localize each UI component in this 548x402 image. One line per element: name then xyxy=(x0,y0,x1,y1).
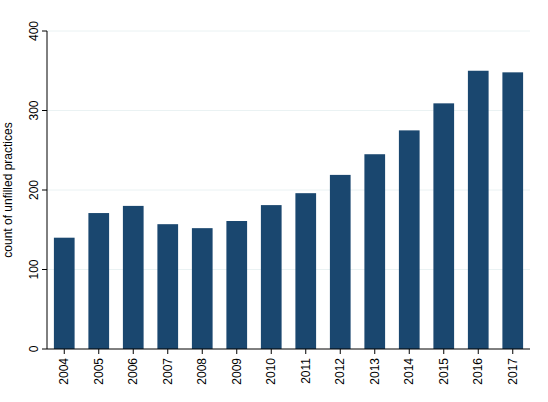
bar xyxy=(468,71,489,349)
x-tick xyxy=(167,349,168,354)
bar xyxy=(261,205,282,349)
x-tick-label: 2006 xyxy=(126,358,140,385)
x-tick-label: 2008 xyxy=(195,358,209,385)
x-tick xyxy=(271,349,272,354)
bar xyxy=(123,206,144,349)
y-tick xyxy=(42,269,47,270)
x-tick xyxy=(478,349,479,354)
bar xyxy=(157,224,178,349)
x-tick-label: 2012 xyxy=(333,358,347,385)
x-tick xyxy=(305,349,306,354)
bar xyxy=(192,228,213,349)
bar xyxy=(295,193,316,349)
x-tick-label: 2014 xyxy=(402,358,416,385)
x-tick xyxy=(443,349,444,354)
x-tick xyxy=(340,349,341,354)
x-tick-label: 2017 xyxy=(506,358,520,385)
y-tick-label: 0 xyxy=(27,345,41,352)
y-tick-label: 100 xyxy=(27,259,41,279)
y-tick xyxy=(42,110,47,111)
x-tick-label: 2004 xyxy=(57,358,71,385)
x-tick-label: 2005 xyxy=(92,358,106,385)
x-tick xyxy=(133,349,134,354)
x-tick xyxy=(409,349,410,354)
x-tick xyxy=(374,349,375,354)
y-tick-label: 400 xyxy=(27,21,41,41)
x-tick xyxy=(236,349,237,354)
x-tick-label: 2013 xyxy=(368,358,382,385)
bar xyxy=(88,213,109,349)
grid-line xyxy=(47,269,530,270)
y-axis-label: count of unfilled practices xyxy=(1,122,15,257)
x-tick xyxy=(202,349,203,354)
x-tick-label: 2016 xyxy=(471,358,485,385)
x-tick-label: 2009 xyxy=(230,358,244,385)
bar xyxy=(330,175,351,349)
chart-svg: 0 100 200 300 400 2004 2005 2006 2007 2008 2009 201… xyxy=(0,0,548,402)
bar xyxy=(226,221,247,349)
y-axis xyxy=(47,31,48,349)
y-tick-label: 200 xyxy=(27,180,41,200)
x-tick-label: 2011 xyxy=(299,358,313,384)
y-tick-label: 300 xyxy=(27,100,41,120)
y-tick xyxy=(42,349,47,350)
y-tick xyxy=(42,190,47,191)
bar xyxy=(433,103,454,349)
x-tick-label: 2007 xyxy=(161,358,175,385)
bar xyxy=(502,72,523,349)
chart: 0 100 200 300 400 2004 2005 2006 2007 2008 2009 201… xyxy=(0,0,548,402)
x-tick-label: 2015 xyxy=(437,358,451,385)
x-tick-label: 2010 xyxy=(264,358,278,385)
grid-line xyxy=(47,190,530,191)
bar xyxy=(364,154,385,349)
x-tick xyxy=(512,349,513,354)
bars xyxy=(54,71,523,349)
bar xyxy=(54,238,75,349)
grid-line xyxy=(47,110,530,111)
x-tick xyxy=(98,349,99,354)
x-tick xyxy=(64,349,65,354)
y-tick xyxy=(42,31,47,32)
grid-line xyxy=(47,31,530,32)
x-axis xyxy=(47,349,530,350)
bar xyxy=(399,130,420,349)
